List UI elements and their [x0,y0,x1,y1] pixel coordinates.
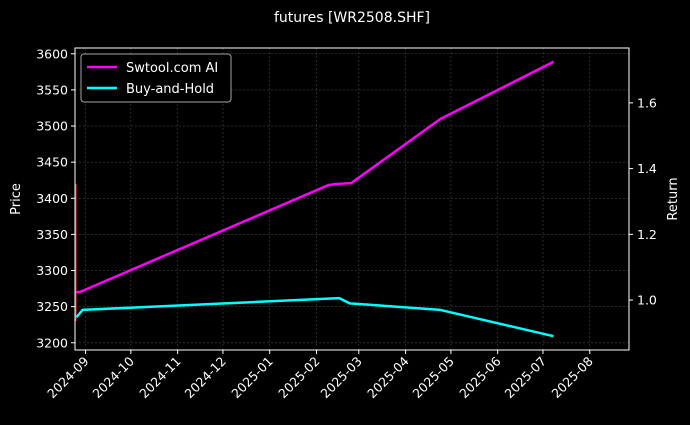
x-tick-label: 2025-08 [548,353,596,401]
y-tick-label: 3250 [36,299,68,314]
y-tick-label: 3500 [36,119,68,134]
y-tick-label: 3550 [36,82,68,97]
y-tick-label: 3200 [36,335,68,350]
series-line-buy-and-hold [75,296,554,338]
x-tick-label: 2024-09 [44,353,92,401]
x-tick-label: 2024-10 [89,353,137,401]
x-tick-label: 2024-12 [182,354,230,402]
legend: Swtool.com AI Buy-and-Hold [80,53,232,103]
legend-label-buyhold: Buy-and-Hold [126,82,214,97]
x-tick-label: 2025-05 [409,354,457,402]
y-tick-label: 3300 [36,263,68,278]
y-tick-label: 3600 [36,46,68,61]
y-tick-label: 3450 [36,155,68,170]
y-axis-label: Price [9,183,24,215]
legend-label-swtool: Swtool.com AI [126,61,218,76]
y2-tick-label: 1.0 [637,293,657,308]
chart-title: futures [WR2508.SHF] [274,10,430,26]
x-tick-label: 2025-04 [364,353,412,401]
y2-tick-label: 1.4 [637,161,657,176]
plot-frame [74,47,630,351]
y2-tick-label: 1.2 [637,227,657,242]
x-tick-label: 2025-06 [456,353,504,401]
series-line-swtool [76,60,555,294]
y2-tick-label: 1.6 [637,95,657,110]
y-tick-label: 3350 [36,227,68,242]
x-tick-label: 2025-07 [502,354,550,402]
x-tick-label: 2025-02 [275,354,323,402]
x-tick-label: 2025-01 [228,354,276,402]
y2-axis-label: Return [666,177,681,220]
series-lines [75,60,555,338]
x-tick-label: 2025-03 [317,354,365,402]
x-tick-label: 2024-11 [136,354,184,402]
y-tick-label: 3400 [36,191,68,206]
